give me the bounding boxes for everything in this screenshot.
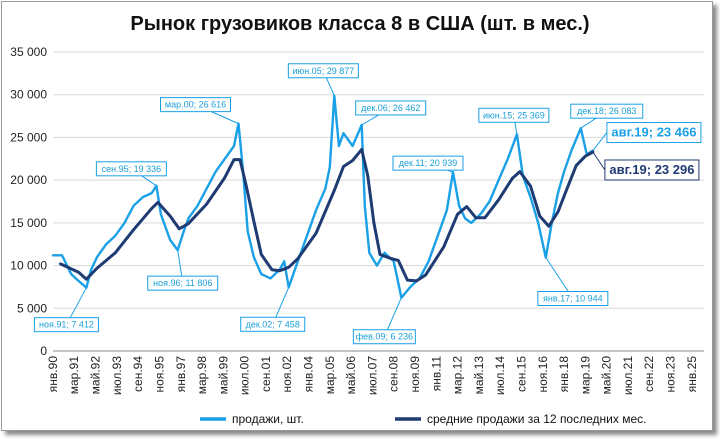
annotation-callout: дек.18; 26 083 — [570, 103, 644, 129]
annotation-label: дек.11; 20 939 — [399, 158, 458, 168]
annotation-callout: авг.19; 23 466 — [592, 122, 702, 151]
annotation-label: сен.95; 19 336 — [102, 164, 162, 174]
x-tick-label: май.20 — [600, 356, 614, 395]
y-tick-label: 5 000 — [17, 301, 47, 315]
x-axis-ticks: янв.90 мар.91 май.92 июл.93 сен.94 ноя.95 янв.… — [46, 356, 699, 395]
series-lines — [51, 94, 595, 299]
annotation-box — [355, 100, 427, 116]
annotation-box — [606, 122, 702, 144]
x-tick-label: янв.25 — [685, 356, 699, 393]
legend: продажи, шт. средние продажи за 12 послед… — [200, 412, 646, 426]
x-tick-label: сен.22 — [642, 356, 656, 392]
annotation-callout: дек.02; 7 458 — [240, 287, 306, 332]
annotation-box — [392, 155, 464, 171]
x-tick-label: янв.11 — [429, 356, 443, 392]
y-tick-label: 15 000 — [10, 216, 47, 230]
x-tick-label: янв.97 — [174, 356, 188, 393]
annotation-box — [240, 316, 306, 332]
x-tick-label: янв.18 — [557, 356, 571, 393]
x-tick-label: ноя.16 — [536, 356, 550, 393]
x-tick-label: июл.14 — [493, 356, 507, 395]
annotation-label: ноя.91; 7 412 — [39, 320, 94, 330]
annotation-leader — [592, 151, 606, 171]
x-tick-label: июл.07 — [365, 356, 379, 395]
annotation-label: мар.00; 26 616 — [165, 100, 226, 110]
annotation-label: авг.19; 23 466 — [611, 125, 696, 140]
legend-label: средние продажи за 12 последних мес. — [427, 412, 646, 426]
annotation-box — [147, 275, 219, 291]
annotation-callout: мар.00; 26 616 — [160, 97, 239, 125]
x-tick-label: сен.01 — [259, 356, 273, 392]
annotation-box — [537, 291, 609, 307]
x-tick-label: июл.93 — [110, 356, 124, 395]
x-tick-label: июл.21 — [621, 356, 635, 395]
annotation-box — [478, 107, 550, 123]
annotation-label: июн.05; 29 877 — [292, 66, 354, 76]
x-tick-label: ноя.09 — [408, 356, 422, 393]
sales-line — [51, 94, 595, 299]
annotation-box — [570, 103, 644, 119]
x-tick-label: янв.90 — [46, 356, 60, 393]
annotation-label: авг.19; 23 296 — [609, 162, 694, 177]
x-tick-label: мар.12 — [451, 356, 465, 395]
legend-label: продажи, шт. — [232, 412, 304, 426]
x-tick-label: сен.94 — [131, 356, 145, 392]
y-tick-label: 0 — [40, 344, 47, 358]
annotations: ноя.91; 7 412 сен.95; 19 336 ноя.96; 11 80… — [33, 63, 702, 345]
annotation-label: июн.15; 25 369 — [483, 110, 545, 120]
annotation-callout: ноя.96; 11 806 — [147, 250, 219, 291]
y-axis-ticks: 0 5 000 10 000 15 000 20 000 25 000 30 000 35 0… — [10, 45, 47, 358]
x-tick-label: май.92 — [89, 356, 103, 395]
annotation-leader — [592, 132, 608, 151]
x-tick-label: сен.08 — [387, 356, 401, 392]
annotation-callout: сен.95; 19 336 — [95, 161, 167, 187]
annotation-callout: янв.17; 10 944 — [537, 257, 609, 307]
legend-item: средние продажи за 12 последних мес. — [395, 412, 646, 426]
annotation-box — [160, 97, 232, 113]
annotation-callout: авг.19; 23 296 — [592, 151, 700, 181]
grid — [53, 51, 704, 352]
x-tick-label: янв.04 — [302, 356, 316, 393]
x-tick-label: мар.05 — [323, 356, 337, 395]
annotation-callout: июн.05; 29 877 — [287, 63, 359, 96]
y-tick-label: 30 000 — [10, 88, 47, 102]
annotation-box — [33, 317, 99, 333]
annotation-box — [604, 159, 700, 181]
x-tick-label: мар.91 — [67, 356, 81, 395]
annotation-label: янв.17; 10 944 — [543, 294, 603, 304]
x-tick-label: ноя.23 — [664, 356, 678, 393]
avg-line — [59, 147, 595, 283]
annotation-callout: июн.15; 25 369 — [478, 107, 550, 135]
annotation-label: ноя.96; 11 806 — [153, 278, 212, 288]
annotation-callout: ноя.91; 7 412 — [33, 287, 99, 333]
legend-item: продажи, шт. — [200, 412, 304, 426]
x-tick-label: мар.98 — [195, 356, 209, 395]
x-tick-label: ноя.02 — [280, 356, 294, 393]
x-tick-label: мар.19 — [578, 356, 592, 395]
annotation-label: дек.18; 26 083 — [577, 106, 636, 116]
annotation-box — [352, 329, 416, 345]
annotation-callout: дек.06; 26 462 — [355, 100, 427, 126]
y-tick-label: 10 000 — [10, 259, 47, 273]
x-tick-label: май.13 — [472, 356, 486, 395]
x-tick-label: май.06 — [344, 356, 358, 395]
y-tick-label: 25 000 — [10, 130, 47, 144]
y-tick-label: 20 000 — [10, 173, 47, 187]
annotation-box — [95, 161, 167, 177]
annotation-label: дек.06; 26 462 — [361, 103, 420, 113]
annotation-box — [287, 63, 359, 79]
x-tick-label: май.99 — [216, 356, 230, 395]
y-tick-label: 35 000 — [10, 45, 47, 59]
chart-title: Рынок грузовиков класса 8 в США (шт. в м… — [130, 13, 589, 35]
annotation-callout: дек.11; 20 939 — [392, 155, 464, 173]
annotation-callout: фев.09; 6 236 — [352, 297, 416, 345]
x-tick-label: ноя.95 — [152, 356, 166, 393]
annotation-label: дек.02; 7 458 — [246, 319, 300, 329]
x-tick-label: июл.00 — [238, 356, 252, 395]
x-tick-label: сен.15 — [514, 356, 528, 392]
annotation-label: фев.09; 6 236 — [356, 332, 413, 342]
